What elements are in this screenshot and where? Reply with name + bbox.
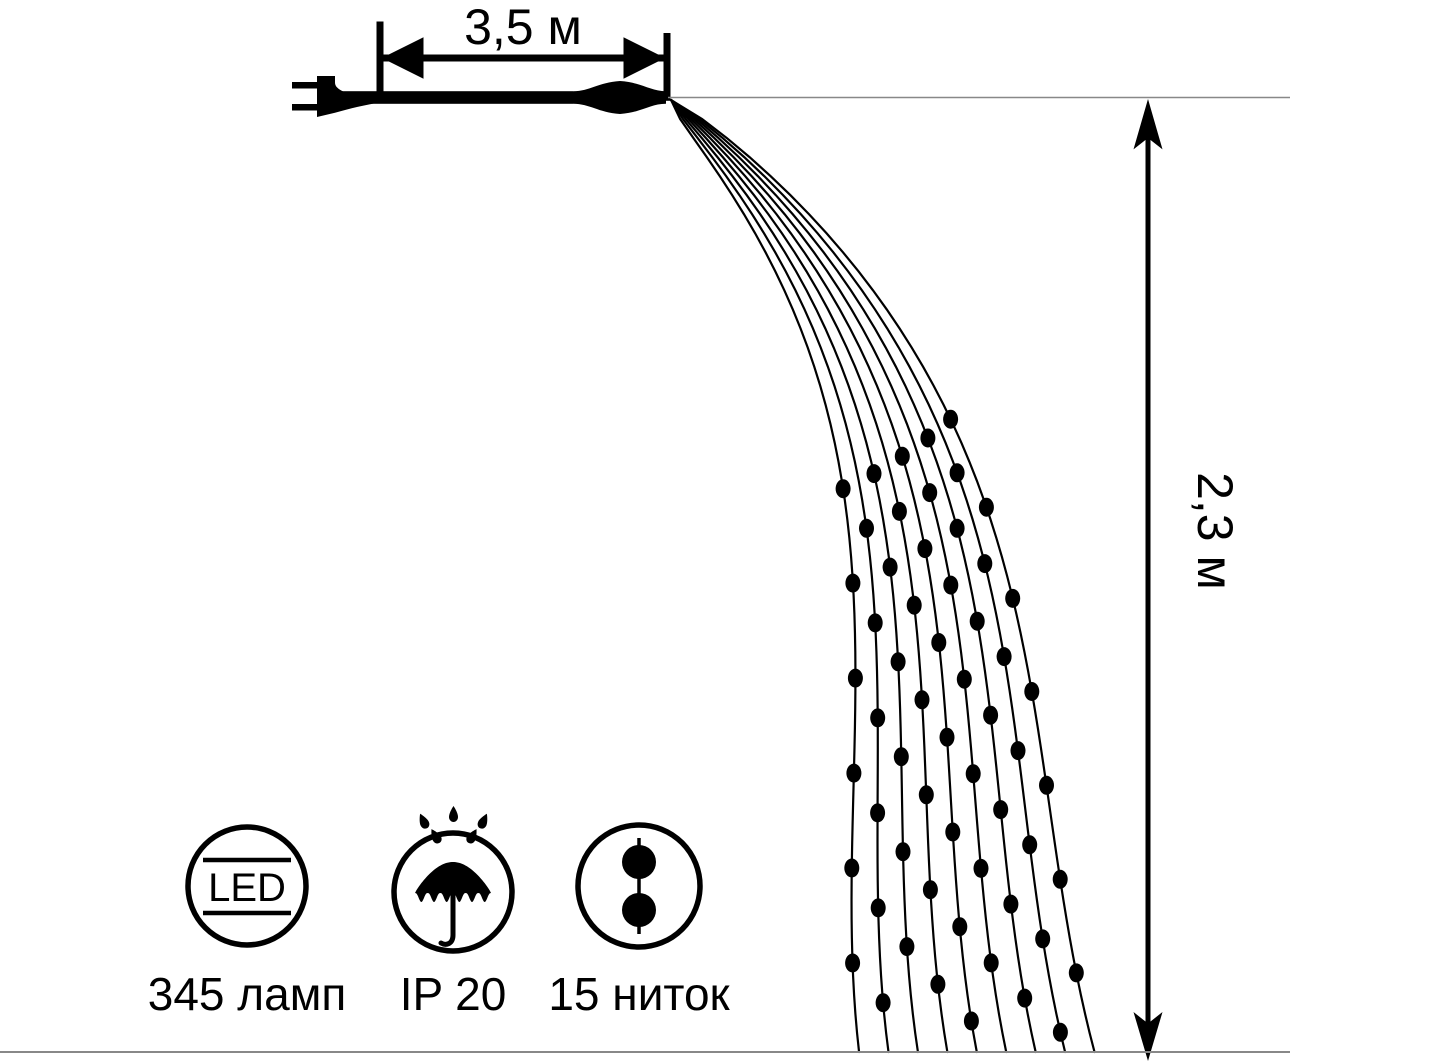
svg-text:345 ламп: 345 ламп <box>148 968 347 1020</box>
svg-text:15 ниток: 15 ниток <box>548 968 730 1020</box>
svg-text:3,5 м: 3,5 м <box>464 0 582 55</box>
svg-text:LED: LED <box>208 866 286 910</box>
svg-text:IP 20: IP 20 <box>400 968 507 1020</box>
svg-text:2,3 м: 2,3 м <box>1187 472 1243 590</box>
